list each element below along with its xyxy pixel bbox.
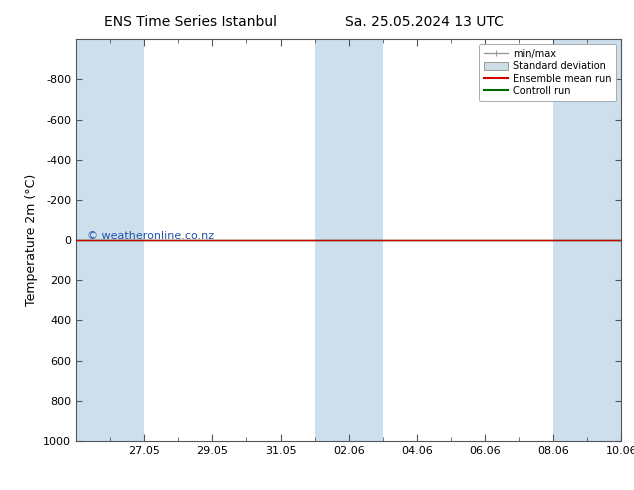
Text: ENS Time Series Istanbul: ENS Time Series Istanbul [104,15,276,29]
Y-axis label: Temperature 2m (°C): Temperature 2m (°C) [25,174,37,306]
Legend: min/max, Standard deviation, Ensemble mean run, Controll run: min/max, Standard deviation, Ensemble me… [479,44,616,101]
Text: Sa. 25.05.2024 13 UTC: Sa. 25.05.2024 13 UTC [346,15,504,29]
Text: © weatheronline.co.nz: © weatheronline.co.nz [87,231,214,241]
Bar [553,39,621,441]
Bar [76,39,144,441]
Bar [314,39,383,441]
